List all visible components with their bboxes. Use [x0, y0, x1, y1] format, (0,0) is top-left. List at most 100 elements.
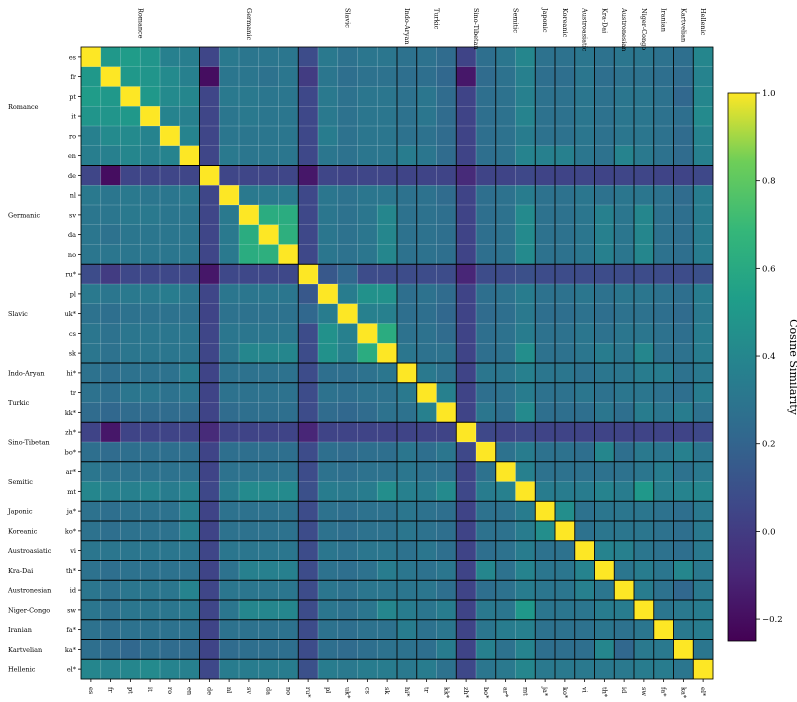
- heatmap-cell: [377, 66, 398, 87]
- heatmap-cell: [535, 86, 556, 107]
- heatmap-cell: [100, 639, 121, 660]
- heatmap-cell: [258, 185, 279, 206]
- heatmap-cell: [377, 224, 398, 245]
- heatmap-cell: [416, 205, 437, 226]
- heatmap-cell: [634, 501, 655, 522]
- col-tick-label: sk: [383, 687, 391, 694]
- heatmap-cell: [179, 323, 200, 344]
- heatmap-cell: [574, 106, 595, 127]
- heatmap-cell: [515, 442, 536, 463]
- heatmap-cell: [100, 521, 121, 542]
- heatmap-cell: [219, 659, 240, 680]
- heatmap-cell: [436, 521, 457, 542]
- heatmap-cell: [239, 47, 260, 68]
- heatmap-cell: [476, 224, 497, 245]
- heatmap-cell: [653, 382, 674, 403]
- heatmap-cell: [397, 659, 418, 680]
- row-tick-label: id: [70, 587, 76, 595]
- heatmap-cell: [258, 501, 279, 522]
- heatmap-cell: [337, 86, 358, 107]
- col-family-label: Austroasiatic: [581, 7, 589, 52]
- heatmap-cell: [120, 303, 141, 324]
- heatmap-cell: [614, 106, 635, 127]
- heatmap-cell: [219, 106, 240, 127]
- heatmap-cell: [179, 442, 200, 463]
- heatmap-cell: [634, 165, 655, 186]
- heatmap-cell: [377, 461, 398, 482]
- heatmap-cell: [436, 560, 457, 581]
- row-tick-label: nl: [70, 192, 76, 200]
- heatmap-cell: [436, 639, 457, 660]
- heatmap-cell: [81, 284, 102, 305]
- heatmap-cell: [594, 343, 615, 364]
- heatmap-cell: [555, 224, 576, 245]
- heatmap-cell: [219, 580, 240, 601]
- row-family-label: Kra-Dai: [8, 567, 33, 575]
- heatmap-cell: [81, 521, 102, 542]
- heatmap-cell: [456, 619, 477, 640]
- heatmap-cell: [634, 264, 655, 285]
- heatmap-cell: [535, 481, 556, 502]
- heatmap-cell: [614, 600, 635, 621]
- heatmap-cell: [140, 461, 161, 482]
- heatmap-cell: [416, 66, 437, 87]
- colorbar-tick-label: −0.2: [762, 615, 783, 625]
- heatmap-cell: [397, 501, 418, 522]
- heatmap-cell: [120, 323, 141, 344]
- heatmap-cell: [337, 382, 358, 403]
- heatmap-cell: [515, 382, 536, 403]
- heatmap-cell: [199, 363, 220, 384]
- heatmap-cell: [555, 205, 576, 226]
- heatmap-cell: [81, 382, 102, 403]
- heatmap-cell: [594, 382, 615, 403]
- heatmap-cell: [515, 461, 536, 482]
- heatmap-cell: [535, 284, 556, 305]
- heatmap-cell: [377, 303, 398, 324]
- heatmap-cell: [160, 402, 181, 423]
- col-tick-label: sw: [640, 687, 648, 696]
- heatmap-cell: [318, 422, 339, 443]
- heatmap-cell: [476, 402, 497, 423]
- row-tick-label: da: [68, 231, 76, 239]
- heatmap-cell: [574, 659, 595, 680]
- heatmap-cell: [278, 323, 299, 344]
- heatmap-cell: [357, 402, 378, 423]
- heatmap-cell: [140, 600, 161, 621]
- heatmap-cell: [693, 343, 714, 364]
- heatmap-cell: [495, 521, 516, 542]
- heatmap-cell: [456, 481, 477, 502]
- heatmap-cell: [693, 106, 714, 127]
- heatmap-cell: [614, 343, 635, 364]
- col-tick-label: da: [265, 687, 273, 695]
- heatmap-cell: [357, 481, 378, 502]
- heatmap-cell: [318, 303, 339, 324]
- heatmap-cell: [199, 639, 220, 660]
- heatmap-cell: [416, 47, 437, 68]
- heatmap-cell: [476, 284, 497, 305]
- heatmap-cell: [574, 363, 595, 384]
- family-separators: [81, 47, 713, 679]
- heatmap-cell: [298, 205, 319, 226]
- heatmap-cell: [476, 86, 497, 107]
- heatmap-cell: [673, 145, 694, 166]
- heatmap-cell: [594, 580, 615, 601]
- heatmap-cell: [476, 540, 497, 561]
- heatmap-cell: [357, 165, 378, 186]
- heatmap-cell: [673, 382, 694, 403]
- heatmap-cell: [614, 66, 635, 87]
- heatmap-cell: [179, 165, 200, 186]
- heatmap-cell: [673, 47, 694, 68]
- heatmap-cell: [653, 501, 674, 522]
- heatmap-cell: [278, 540, 299, 561]
- heatmap-cell: [673, 422, 694, 443]
- col-tick-label: ja*: [541, 686, 549, 697]
- heatmap-cell: [219, 86, 240, 107]
- heatmap-cell: [298, 145, 319, 166]
- heatmap-cell: [239, 303, 260, 324]
- heatmap-cell: [476, 165, 497, 186]
- heatmap-cell: [258, 126, 279, 147]
- heatmap-cell: [160, 185, 181, 206]
- heatmap-cell: [574, 323, 595, 344]
- heatmap-cell: [693, 560, 714, 581]
- heatmap-cell: [574, 639, 595, 660]
